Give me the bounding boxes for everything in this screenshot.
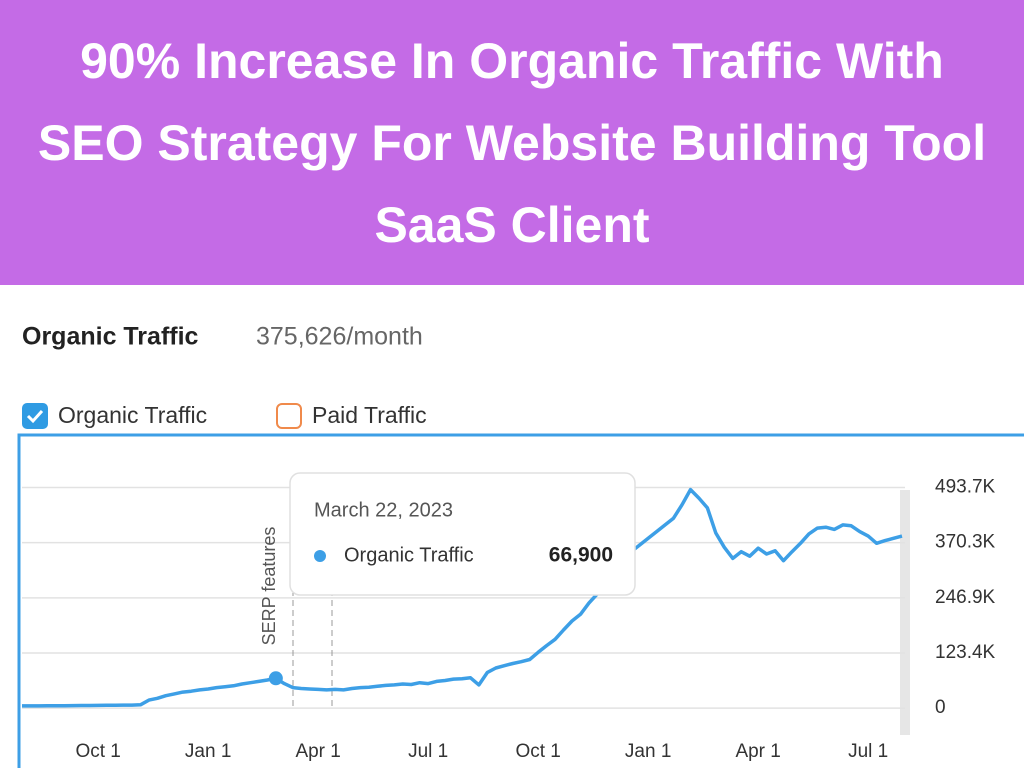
banner: 90% Increase In Organic Traffic With SEO… bbox=[0, 0, 1024, 285]
y-tick-label: 123.4K bbox=[935, 642, 996, 663]
x-tick-label: Jul 1 bbox=[848, 741, 888, 762]
tooltip-date: March 22, 2023 bbox=[314, 499, 453, 521]
tooltip-point bbox=[268, 671, 283, 686]
tooltip-dot bbox=[314, 550, 326, 562]
y-tick-label: 246.9K bbox=[935, 587, 996, 608]
check-icon bbox=[26, 409, 44, 424]
tooltip-label: Organic Traffic bbox=[344, 544, 474, 566]
annotation-label: SERP features bbox=[259, 527, 279, 646]
legend-checkbox bbox=[22, 403, 48, 429]
x-tick-label: Apr 1 bbox=[295, 741, 340, 762]
chart-frame bbox=[17, 433, 1024, 768]
x-tick-label: Apr 1 bbox=[735, 741, 780, 762]
legend-checkbox bbox=[276, 403, 302, 429]
line-series bbox=[22, 487, 903, 708]
chart-title: Organic Traffic bbox=[22, 323, 199, 351]
y-tick-label: 0 bbox=[935, 697, 946, 718]
x-tick-label: Jan 1 bbox=[185, 741, 231, 762]
legend-label: Paid Traffic bbox=[312, 402, 427, 428]
x-tick-label: Jul 1 bbox=[408, 741, 448, 762]
y-tick-label: 370.3K bbox=[935, 532, 996, 553]
legend-label: Organic Traffic bbox=[58, 402, 207, 428]
x-tick-label: Jan 1 bbox=[625, 741, 671, 762]
y-tick-label: 493.7K bbox=[935, 477, 996, 498]
tooltip-box bbox=[289, 472, 636, 596]
tooltip-value: 66,900 bbox=[549, 544, 613, 567]
x-tick-label: Oct 1 bbox=[515, 741, 560, 762]
x-tick-label: Oct 1 bbox=[75, 741, 120, 762]
range-handle bbox=[900, 490, 910, 735]
banner-title: 90% Increase In Organic Traffic With SEO… bbox=[37, 32, 987, 253]
chart-subtitle: 375,626/month bbox=[256, 323, 423, 351]
